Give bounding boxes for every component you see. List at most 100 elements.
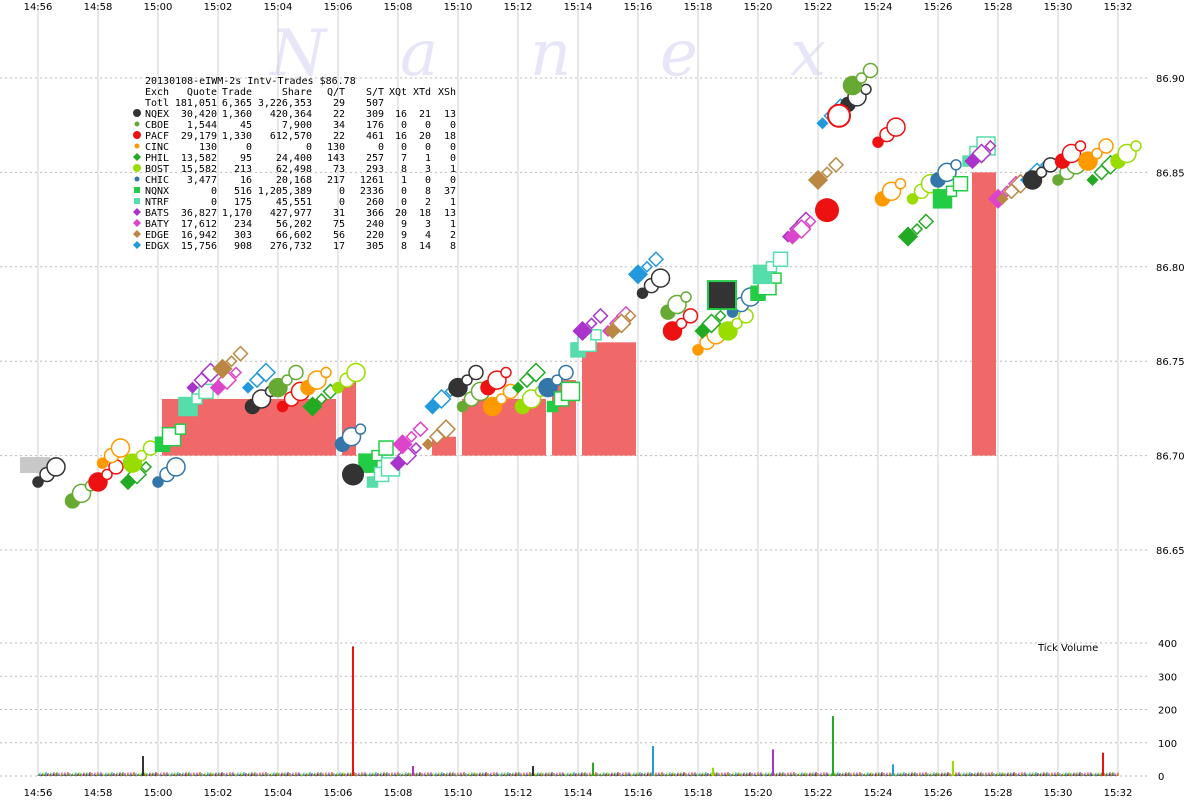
legend-cell: 0 xyxy=(401,186,407,197)
trade-marker-circle xyxy=(1130,140,1142,152)
trade-marker-diamond xyxy=(225,355,238,368)
trade-marker-circle xyxy=(692,344,704,356)
legend-cell: 16 xyxy=(240,175,252,186)
tick-volume-bars xyxy=(37,646,1119,776)
trade-marker-circle xyxy=(558,364,574,381)
legend-cell: 260 xyxy=(366,197,384,208)
legend-cell: 20 xyxy=(395,208,407,219)
legend-cell: 3 xyxy=(425,219,431,230)
legend-cell: 0 xyxy=(425,142,431,153)
legend-cell: 2336 xyxy=(360,186,384,197)
trade-marker-diamond xyxy=(139,460,153,473)
legend-cell: 9 xyxy=(401,230,407,241)
trade-marker-circle xyxy=(110,438,131,458)
x-tick-label-bottom: 15:20 xyxy=(744,788,773,799)
trade-marker-circle xyxy=(354,423,367,435)
legend-cell: 420,364 xyxy=(270,109,312,120)
x-tick-label-bottom: 15:24 xyxy=(864,788,893,799)
large-trade-marker xyxy=(815,198,839,223)
trade-marker-diamond xyxy=(435,419,457,440)
legend-cell: NTRF xyxy=(145,197,169,208)
legend-cell: 73 xyxy=(333,164,345,175)
x-tick-label-bottom: 15:06 xyxy=(324,788,353,799)
large-trade-marker xyxy=(827,103,851,128)
x-tick-label-top: 15:06 xyxy=(324,2,353,13)
trade-marker-diamond xyxy=(525,362,547,383)
trade-marker-diamond xyxy=(302,396,323,417)
trade-marker-square xyxy=(772,251,789,267)
trade-marker-diamond xyxy=(996,192,1009,205)
legend-cell: 21 xyxy=(419,109,431,120)
watermark-letter: e xyxy=(660,17,698,91)
trade-marker-diamond xyxy=(212,358,233,379)
watermark-letter: n xyxy=(530,17,571,91)
x-tick-label-top: 15:32 xyxy=(1104,2,1133,13)
trade-marker-diamond xyxy=(640,260,654,273)
legend-cell: BATS xyxy=(145,208,169,219)
trade-marker-square xyxy=(174,423,187,435)
legend-cell: 0 xyxy=(401,197,407,208)
legend-cell: 18 xyxy=(419,208,431,219)
legend-cell: 130 xyxy=(327,142,345,153)
legend-marker-circle xyxy=(133,164,141,172)
legend-cell: 75 xyxy=(333,219,345,230)
legend-cell: 0 xyxy=(211,197,217,208)
trade-marker-diamond xyxy=(611,313,632,334)
trade-marker-circle xyxy=(731,317,743,330)
spread-band xyxy=(582,342,636,456)
trade-marker-diamond xyxy=(405,430,418,443)
x-tick-label-top: 15:20 xyxy=(744,2,773,13)
trade-marker-square xyxy=(198,383,214,400)
legend-cell: 1,170 xyxy=(222,208,252,219)
trade-points xyxy=(32,62,1142,509)
legend-cell: 8 xyxy=(450,241,456,252)
y-tick-label-price: 86.65 xyxy=(1156,546,1185,557)
legend-cell: 0 xyxy=(378,142,384,153)
y-tick-label-price: 86.80 xyxy=(1156,263,1185,274)
legend-cell: 8 xyxy=(425,186,431,197)
trade-marker-circle xyxy=(950,159,962,171)
legend-cell: 0 xyxy=(450,142,456,153)
legend-cell: 213 xyxy=(234,164,252,175)
legend-cell: 612,570 xyxy=(270,131,312,142)
trade-marker-diamond xyxy=(255,362,277,383)
x-tick-label-top: 15:26 xyxy=(924,2,953,13)
legend-cell: 257 xyxy=(366,153,384,164)
trade-marker-diamond xyxy=(1086,173,1099,187)
legend-marker-diamond xyxy=(133,241,141,249)
x-tick-label-bottom: 15:02 xyxy=(204,788,233,799)
trade-marker-circle xyxy=(152,476,164,488)
trade-marker-circle xyxy=(1098,138,1114,154)
trade-marker-circle xyxy=(32,476,44,488)
legend-header-cell: XQt xyxy=(389,87,407,98)
legend-marker-diamond xyxy=(133,153,141,161)
legend-cell: 14 xyxy=(419,241,431,252)
trade-marker-diamond xyxy=(917,213,935,230)
legend-cell: 37 xyxy=(444,186,456,197)
x-tick-label-bottom: 15:04 xyxy=(264,788,293,799)
y-tick-label-price: 86.85 xyxy=(1156,168,1185,179)
trade-marker-circle xyxy=(862,62,879,79)
legend-cell: 130 xyxy=(199,142,217,153)
legend-cell: 461 xyxy=(366,131,384,142)
trade-marker-diamond xyxy=(592,307,609,324)
trade-marker-circle xyxy=(346,362,366,383)
legend-cell: 0 xyxy=(450,175,456,186)
trade-marker-diamond xyxy=(232,345,249,362)
legend-cell: 0 xyxy=(401,142,407,153)
trade-marker-circle xyxy=(872,136,884,148)
legend-cell: NQEX xyxy=(145,109,169,120)
spread-band xyxy=(972,172,996,456)
legend-cell: 0 xyxy=(339,197,345,208)
legend-cell: 427,977 xyxy=(270,208,312,219)
trade-marker-diamond xyxy=(409,441,423,455)
y-tick-label-price: 86.75 xyxy=(1156,357,1185,368)
legend-cell: 1,544 xyxy=(187,120,217,131)
trade-marker-circle xyxy=(96,457,109,469)
legend-cell: 6,365 xyxy=(222,98,252,109)
trade-marker-circle xyxy=(276,400,289,413)
legend-title: 20130108-eIWM-2s Intv-Trades $86.78 xyxy=(145,76,356,87)
trade-marker-circle xyxy=(894,177,907,190)
legend-cell: 908 xyxy=(234,241,252,252)
legend-cell: NQNX xyxy=(145,186,169,197)
